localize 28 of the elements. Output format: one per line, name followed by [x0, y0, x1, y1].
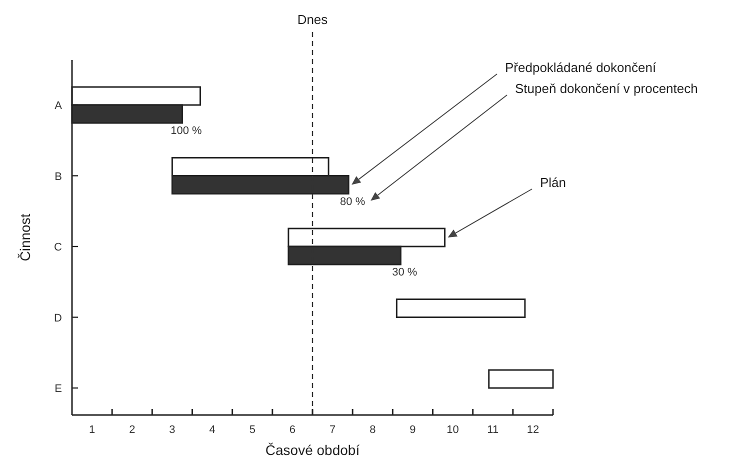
y-tick-label: E [54, 383, 62, 395]
annotation: Plán [540, 175, 566, 190]
x-tick-label: 3 [169, 424, 176, 436]
annotation: 30 % [392, 266, 418, 278]
y-tick-label: D [54, 312, 62, 324]
annotation: Předpokládané dokončení [505, 60, 656, 75]
x-tick-label: 5 [249, 424, 256, 436]
x-tick-label: 8 [370, 424, 376, 436]
y-tick-label: B [54, 170, 62, 183]
annotation: 100 % [170, 125, 202, 137]
x-tick-label: 1 [88, 424, 96, 436]
bar [396, 298, 526, 318]
x-tick-label: 6 [289, 424, 296, 436]
bar [488, 369, 554, 389]
x-tick-label: 12 [526, 424, 540, 436]
x-tick-label: 10 [446, 424, 459, 436]
y-axis-title: Činnost [17, 214, 33, 262]
y-tick-label: A [54, 100, 63, 112]
x-tick-label: 9 [410, 424, 416, 436]
x-tick-label: 4 [209, 424, 216, 436]
x-tick-label: 7 [329, 424, 336, 436]
y-tick-label: C [54, 242, 62, 254]
x-tick-label: 11 [487, 424, 499, 436]
annotation: 80 % [340, 196, 366, 208]
x-tick-label: 2 [129, 424, 136, 436]
ref-line-label: Dnes [297, 12, 328, 27]
annotation: Stupeň dokončení v procentech [515, 81, 698, 96]
x-axis-title: Časové období [265, 442, 360, 458]
